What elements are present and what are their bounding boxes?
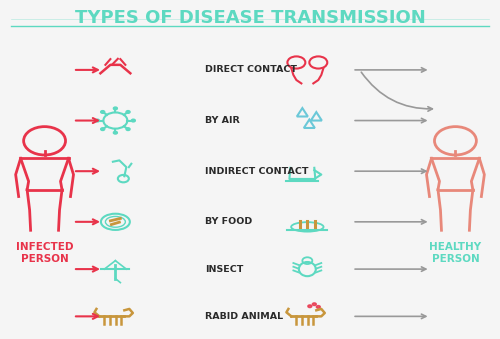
Circle shape bbox=[126, 111, 130, 113]
Text: BY FOOD: BY FOOD bbox=[205, 217, 252, 226]
Text: RABID ANIMAL: RABID ANIMAL bbox=[205, 312, 283, 321]
Circle shape bbox=[114, 107, 117, 110]
Circle shape bbox=[132, 119, 136, 122]
Circle shape bbox=[308, 305, 312, 307]
Text: BY AIR: BY AIR bbox=[205, 116, 240, 125]
Circle shape bbox=[100, 128, 104, 131]
Text: HEALTHY
PERSON: HEALTHY PERSON bbox=[430, 242, 482, 264]
Circle shape bbox=[126, 128, 130, 131]
Circle shape bbox=[316, 305, 320, 308]
Text: TYPES OF DISEASE TRANSMISSION: TYPES OF DISEASE TRANSMISSION bbox=[74, 9, 426, 27]
Text: INFECTED
PERSON: INFECTED PERSON bbox=[16, 242, 74, 264]
Text: INDIRECT CONTACT: INDIRECT CONTACT bbox=[205, 167, 308, 176]
Circle shape bbox=[100, 111, 104, 113]
Text: DIRECT CONTACT: DIRECT CONTACT bbox=[205, 65, 297, 74]
Circle shape bbox=[96, 119, 100, 122]
Circle shape bbox=[114, 131, 117, 134]
Circle shape bbox=[312, 303, 316, 305]
Text: INSECT: INSECT bbox=[205, 265, 244, 274]
